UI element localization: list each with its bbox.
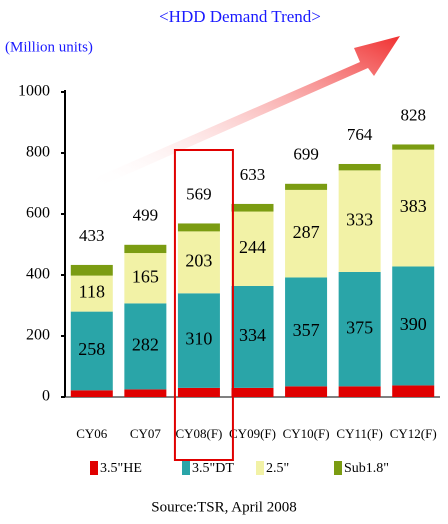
- bar-segment: [392, 385, 435, 397]
- legend-label: 3.5"HE: [100, 461, 142, 476]
- total-label: 499: [133, 206, 159, 225]
- y-tick-label: 800: [26, 144, 50, 161]
- segment-label: 334: [239, 325, 266, 345]
- bar-segment: [285, 189, 328, 278]
- segment-label: 244: [239, 237, 266, 257]
- y-tick-label: 400: [26, 266, 50, 283]
- bar-segment: [124, 303, 167, 390]
- bar-segment: [177, 293, 220, 388]
- bar-segment: [124, 244, 167, 254]
- legend-swatch: [90, 461, 98, 475]
- bar-segment: [338, 271, 381, 387]
- y-tick-label: 200: [26, 327, 50, 344]
- bar-segment: [392, 144, 435, 150]
- legend-label: 3.5"DT: [192, 461, 234, 476]
- bar-segment: [338, 163, 381, 171]
- total-label: 764: [347, 125, 373, 144]
- x-tick-label: CY08(F): [175, 426, 222, 441]
- legend-label: 2.5": [266, 461, 289, 476]
- trend-arrow: [90, 36, 400, 188]
- total-label: 699: [293, 145, 319, 164]
- bar-segment: [70, 275, 113, 312]
- legend-label: Sub1.8": [344, 461, 389, 476]
- segment-label: 310: [185, 329, 212, 349]
- segment-label: 383: [400, 196, 427, 216]
- bar-segment: [338, 170, 381, 272]
- bar-segment: [231, 203, 274, 212]
- bar-segment: [285, 386, 328, 397]
- x-tick-label: CY07: [130, 426, 162, 441]
- y-tick-label: 0: [42, 388, 50, 405]
- segment-label: 165: [132, 266, 159, 286]
- source-note: Source:TSR, April 2008: [151, 499, 296, 515]
- bar-segment: [392, 149, 435, 267]
- bar-segment: [285, 277, 328, 387]
- bar-segment: [124, 389, 167, 397]
- segment-label: 282: [132, 334, 159, 354]
- legend-swatch: [182, 461, 190, 475]
- bar-segment: [177, 387, 220, 397]
- segment-label: 258: [78, 339, 105, 359]
- chart-title: <HDD Demand Trend>: [159, 7, 321, 26]
- segment-label: 203: [185, 250, 212, 270]
- bar-segment: [124, 253, 167, 304]
- y-tick-label: 600: [26, 205, 50, 222]
- segment-label: 118: [79, 282, 105, 302]
- bar-segment: [392, 266, 435, 386]
- segment-label: 357: [293, 320, 320, 340]
- x-tick-label: CY06: [76, 426, 108, 441]
- y-tick-label: 1000: [18, 83, 50, 100]
- bar-segment: [285, 183, 328, 190]
- bar-segment: [70, 264, 113, 276]
- y-axis-label: (Million units): [5, 39, 93, 55]
- bar-segment: [177, 231, 220, 294]
- legend-swatch: [334, 461, 342, 475]
- highlight-box: [173, 149, 234, 461]
- segment-label: 375: [346, 317, 373, 337]
- total-label: 828: [400, 105, 426, 124]
- segment-label: 287: [293, 222, 320, 242]
- total-label: 433: [79, 226, 105, 245]
- x-tick-label: CY11(F): [336, 426, 382, 441]
- x-tick-label: CY12(F): [390, 426, 437, 441]
- bar-segment: [70, 390, 113, 397]
- bar-segment: [338, 386, 381, 397]
- bar-segment: [231, 285, 274, 388]
- segment-label: 333: [346, 209, 373, 229]
- legend-swatch: [256, 461, 264, 475]
- total-label: 569: [186, 184, 212, 203]
- total-label: 633: [240, 165, 266, 184]
- bar-segment: [231, 387, 274, 397]
- x-tick-label: CY09(F): [229, 426, 276, 441]
- bar-segment: [231, 211, 274, 286]
- x-tick-label: CY10(F): [283, 426, 330, 441]
- bar-segment: [177, 223, 220, 232]
- bar-segment: [70, 311, 113, 391]
- segment-label: 390: [400, 314, 427, 334]
